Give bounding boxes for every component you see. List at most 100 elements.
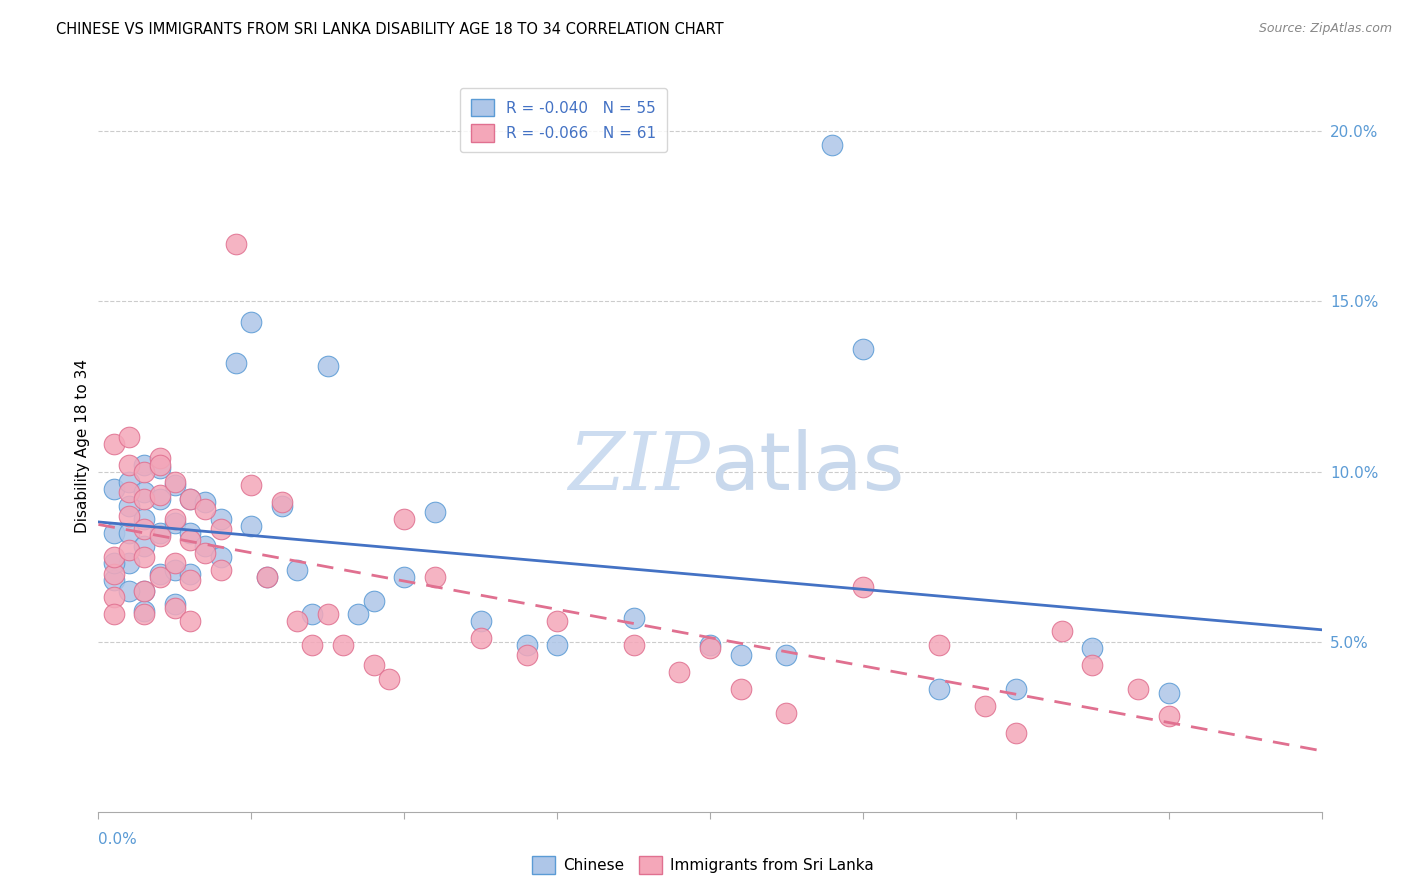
Point [423,505,446,519]
Point [118,508,141,523]
Point [118,475,141,489]
Point [149,529,172,543]
Point [163,475,186,489]
Point [240,315,263,329]
Point [194,495,217,509]
Point [1004,682,1026,697]
Point [118,499,141,513]
Point [516,648,538,663]
Point [118,430,141,444]
Point [392,570,416,584]
Point [179,525,201,540]
Point [103,549,125,564]
Point [149,461,172,475]
Point [194,540,217,554]
Point [103,557,125,571]
Text: ZIP: ZIP [568,429,710,507]
Point [163,597,186,611]
Point [179,566,201,581]
Y-axis label: Disability Age 18 to 34: Disability Age 18 to 34 [75,359,90,533]
Point [163,563,186,577]
Point [149,488,172,502]
Point [392,512,416,526]
Point [134,583,156,598]
Point [470,614,492,628]
Point [270,495,294,509]
Point [163,600,186,615]
Point [363,594,385,608]
Point [118,525,141,540]
Point [103,525,125,540]
Point [134,549,156,564]
Point [378,672,401,686]
Point [209,563,232,577]
Point [134,522,156,536]
Point [179,491,201,506]
Point [179,574,201,588]
Point [423,570,446,584]
Point [103,566,125,581]
Point [623,611,645,625]
Point [347,607,370,622]
Point [316,607,339,622]
Point [163,516,186,530]
Point [118,484,141,499]
Point [974,699,997,714]
Legend: R = -0.040   N = 55, R = -0.066   N = 61: R = -0.040 N = 55, R = -0.066 N = 61 [460,88,666,153]
Point [240,478,263,492]
Point [546,614,568,628]
Point [149,570,172,584]
Point [149,458,172,472]
Point [363,658,385,673]
Point [1128,682,1150,697]
Point [134,604,156,618]
Point [821,137,844,152]
Text: atlas: atlas [710,429,904,507]
Point [118,557,141,571]
Point [256,570,278,584]
Point [209,512,232,526]
Point [149,566,172,581]
Point [928,682,950,697]
Point [775,648,797,663]
Point [118,583,141,598]
Point [134,458,156,472]
Point [149,450,172,465]
Point [163,557,186,571]
Point [1157,709,1180,723]
Point [316,359,339,373]
Point [470,631,492,645]
Point [256,570,278,584]
Point [1050,624,1073,639]
Point [179,491,201,506]
Point [516,638,538,652]
Point [1081,658,1104,673]
Point [668,665,690,680]
Point [134,491,156,506]
Point [699,641,721,656]
Point [1004,726,1026,740]
Point [134,583,156,598]
Point [209,522,232,536]
Point [179,533,201,547]
Point [103,591,125,605]
Point [699,638,721,652]
Point [149,525,172,540]
Point [240,519,263,533]
Point [730,682,752,697]
Point [163,478,186,492]
Point [1081,641,1104,656]
Point [546,638,568,652]
Point [118,458,141,472]
Point [209,549,232,564]
Legend: Chinese, Immigrants from Sri Lanka: Chinese, Immigrants from Sri Lanka [526,850,880,880]
Point [270,499,294,513]
Point [775,706,797,720]
Point [179,614,201,628]
Text: 0.0%: 0.0% [98,832,138,847]
Point [1157,686,1180,700]
Text: CHINESE VS IMMIGRANTS FROM SRI LANKA DISABILITY AGE 18 TO 34 CORRELATION CHART: CHINESE VS IMMIGRANTS FROM SRI LANKA DIS… [56,22,724,37]
Point [103,437,125,451]
Point [163,512,186,526]
Point [285,614,308,628]
